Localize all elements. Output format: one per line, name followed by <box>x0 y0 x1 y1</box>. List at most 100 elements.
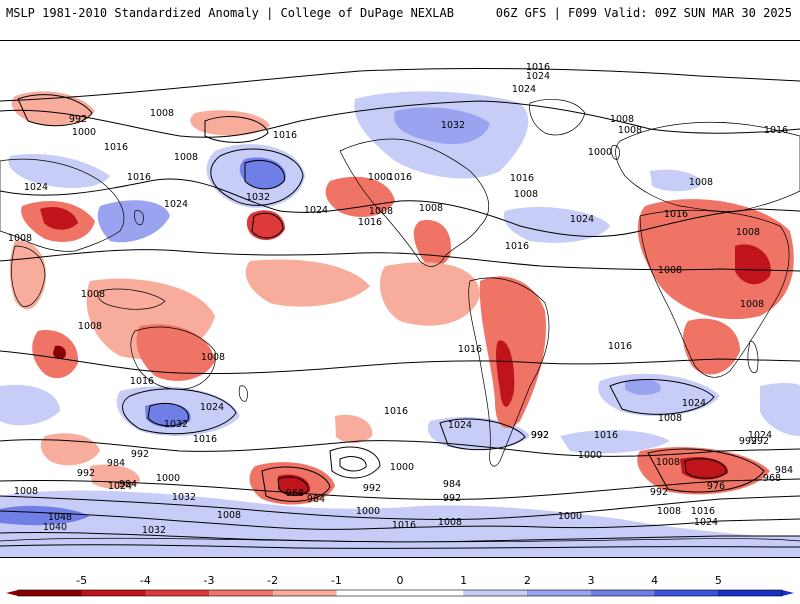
coast-greenland <box>529 99 586 136</box>
isobar-label: 1024 <box>512 84 536 95</box>
isobar-sh-992 <box>0 495 800 520</box>
isobar-label: 1000 <box>588 147 612 158</box>
map-panel[interactable]: 1016 1024 1024 992 1000 1008 1016 1008 1032 1008 1… <box>0 40 800 558</box>
colorbar-tick-label: 0 <box>397 574 404 587</box>
coast-india <box>11 245 46 307</box>
isobar-label: 1024 <box>694 517 718 528</box>
anomaly-neg-low-core <box>246 210 285 241</box>
isobar-label: 1024 <box>526 71 550 82</box>
anomaly-neg-australia <box>136 324 215 381</box>
isobar-label: 1024 <box>748 430 772 441</box>
isobar-label: 1016 <box>104 142 128 153</box>
anomaly-neg-central-pacific-south <box>335 414 373 444</box>
isobar-sh-mid <box>0 439 800 457</box>
colorbar-segment <box>209 590 273 596</box>
anomaly-neg-tasman <box>40 433 100 466</box>
isobar-label: 1016 <box>691 506 715 517</box>
isobar-sh-indian-low <box>647 448 765 493</box>
colorbar-tick-label: -5 <box>76 574 87 587</box>
isobar-label: 1024 <box>164 199 188 210</box>
anomaly-pos-east-asia <box>97 200 170 243</box>
isobar-label: 992 <box>69 114 87 125</box>
isobar-label: 992 <box>751 436 769 447</box>
model-run-info: 06Z GFS | F099 Valid: 09Z SUN MAR 30 202… <box>495 6 792 20</box>
isobar-label: 1032 <box>246 192 270 203</box>
coast-africa <box>639 209 790 378</box>
isobar-nh-mid <box>0 178 800 237</box>
isobar-label: 1008 <box>150 108 174 119</box>
isobar-sh-pacific-low-inner <box>339 456 367 472</box>
isobar-label: 1016 <box>526 62 550 73</box>
anomaly-neg-aleutian <box>190 110 270 136</box>
isobar-trop-south <box>0 350 800 375</box>
isobar-sh-984 <box>0 510 800 530</box>
isobar-antarctic-1 <box>0 532 800 543</box>
colorbar-tick-label: 1 <box>460 574 467 587</box>
colorbar-segment <box>654 590 719 596</box>
isobar-label: 1008 <box>174 152 198 163</box>
isobar-label: 1048 <box>48 512 72 523</box>
isobar-label: 976 <box>707 481 725 492</box>
colorbar-tick-label: -4 <box>140 574 151 587</box>
anomaly-pos-arabia <box>650 169 701 192</box>
coast-australia <box>130 326 216 390</box>
isobar-label: 1032 <box>164 419 188 430</box>
isobar-label: 992 <box>531 430 549 441</box>
isobar-label: 1008 <box>369 206 393 217</box>
anomaly-pos-southern-ocean <box>560 429 670 454</box>
isobar-label: 992 <box>363 483 381 494</box>
isobar-label: 1008 <box>656 457 680 468</box>
isobar-sh-low-inner <box>277 476 309 496</box>
isobar-label: 992 <box>739 436 757 447</box>
isobar-label: 1032 <box>142 525 166 536</box>
isobar-low-ring <box>251 212 284 239</box>
colorbar-outline <box>17 589 783 597</box>
anomaly-neg-southern-africa <box>683 318 740 375</box>
isobar-label: 1016 <box>458 344 482 355</box>
isobar-label: 1008 <box>438 517 462 528</box>
isobar-label: 968 <box>286 488 304 499</box>
anomaly-neg-east-trop-pacific <box>245 259 370 307</box>
coast-north-america <box>339 138 489 267</box>
isobar-label: 1032 <box>172 492 196 503</box>
isobar-label: 1016 <box>392 520 416 531</box>
anomaly-pos-far-east <box>760 382 800 436</box>
isobar-sh-atlantic-high <box>439 418 526 451</box>
isobar-label: 1016 <box>594 430 618 441</box>
isobar-label: 1000 <box>156 473 180 484</box>
isobar-label: 1008 <box>657 506 681 517</box>
isobar-label: 1016 <box>273 130 297 141</box>
isobar-label: 1016 <box>510 173 534 184</box>
isobar-label: 984 <box>443 479 461 490</box>
isobar-antarctic-2 <box>0 544 800 549</box>
isobar-label: 1008 <box>201 352 225 363</box>
isobar-label: 1016 <box>505 241 529 252</box>
isobar-pacific-high <box>210 148 304 206</box>
isobar-label: 1008 <box>217 510 241 521</box>
colorbar-max-cap <box>782 590 794 596</box>
anomaly-neg-africa-core <box>735 244 771 285</box>
colorbar-segment <box>463 590 528 596</box>
isobar-label: 984 <box>107 458 125 469</box>
isobar-label: 992 <box>650 487 668 498</box>
colorbar-segment <box>400 590 464 596</box>
isobar-label: 1032 <box>441 120 465 131</box>
colorbar-segment <box>591 590 655 596</box>
isobar-label: 1008 <box>14 486 38 497</box>
isobar-label: 984 <box>119 479 137 490</box>
isobar-label: 1016 <box>193 434 217 445</box>
isobar-label: 1008 <box>740 299 764 310</box>
anomaly-neg-trop-atlantic <box>380 262 480 326</box>
isobar-label: 984 <box>775 465 793 476</box>
anomaly-pos-asia <box>8 153 110 188</box>
isobar-label: 1008 <box>419 203 443 214</box>
isobar-label: 1008 <box>8 233 32 244</box>
isobar-sh-1000 <box>0 478 800 500</box>
colorbar-segment <box>272 590 337 596</box>
colorbar-min-cap <box>6 590 18 596</box>
isobar-pacific-high-inner <box>244 159 285 190</box>
isobar-label: 992 <box>77 468 95 479</box>
isobar-label: 1024 <box>570 214 594 225</box>
anomaly-pos-s-indian-core <box>625 379 661 395</box>
